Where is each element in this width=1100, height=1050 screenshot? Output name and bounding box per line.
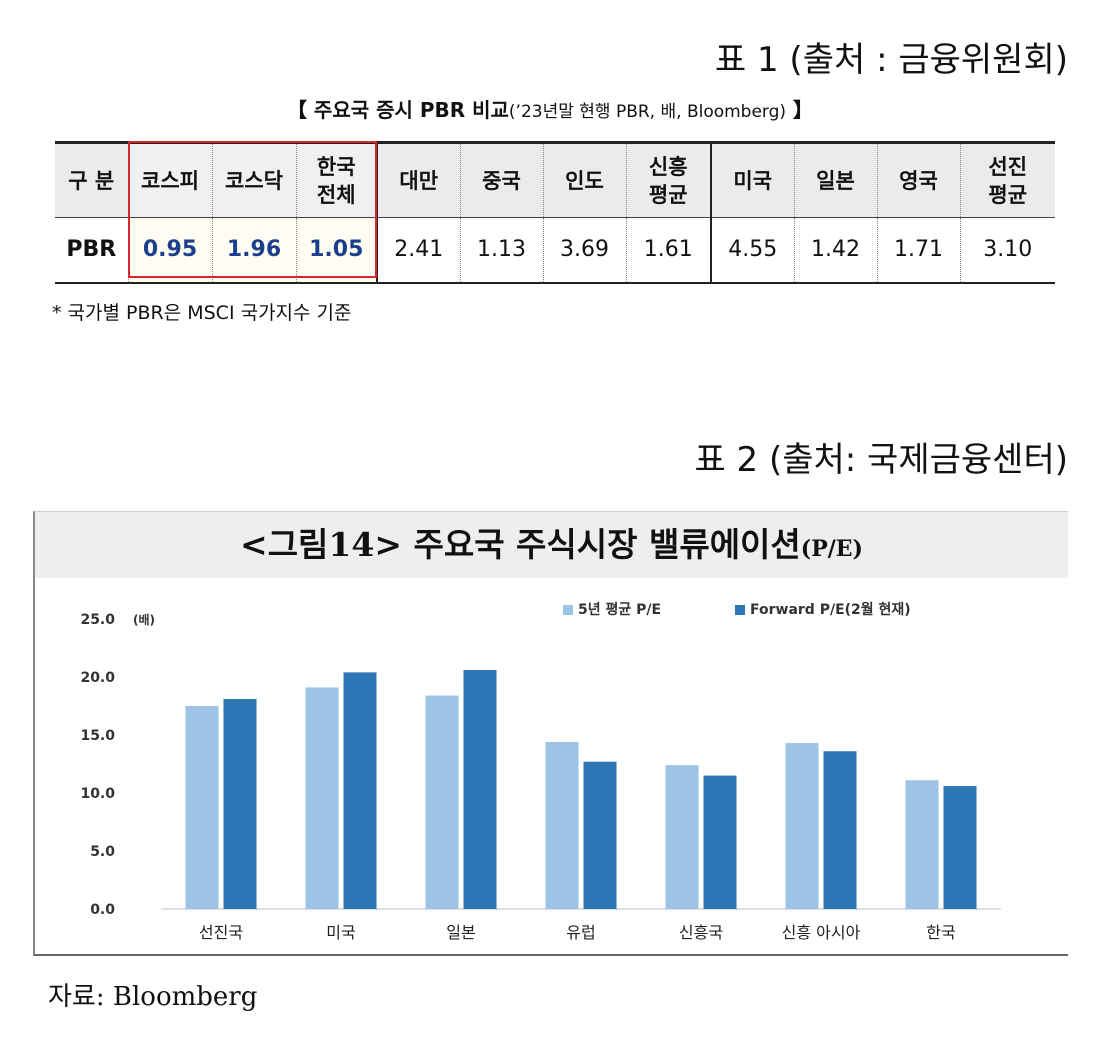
table1-caption-end: 】 [786,98,814,122]
legend-swatch [563,605,573,615]
bar [463,670,497,909]
column-header: 코스피 [127,141,212,218]
bar [343,672,377,909]
x-category-label: 한국 [926,923,955,942]
column-header: 일본 [793,141,877,218]
column-header: 한국 전체 [295,141,377,218]
x-category-label: 일본 [446,923,475,942]
pbr-comparison-table: 구 분 코스피 코스닥 한국 전체 대만 중국 인도 신흥 평균 미국 일본 영… [55,141,1055,284]
y-unit-label: (배) [133,612,155,627]
bar [785,743,819,909]
table-cell: 2.41 [376,217,460,284]
table-cell: 1.71 [876,217,960,284]
x-category-label: 신흥국 [679,923,723,942]
column-header: 대만 [376,141,460,218]
y-tick-label: 15.0 [80,728,115,744]
table1-caption: 【 주요국 증시 PBR 비교(’23년말 현행 PBR, 배, Bloombe… [0,94,1100,123]
column-header: 신흥 평균 [625,141,711,218]
column-header: 중국 [459,141,543,218]
bar [583,761,617,909]
pe-bar-chart: 0.0 5.0 10.0 15.0 20.0 25.0 (배) 선진국 미국 일본 유럽 신흥국 신흥 … [80,601,1001,942]
chart-title-main: <그림14> 주요국 주식시장 밸류에이션 [240,525,801,564]
table-row: PBR 0.95 1.96 1.05 2.41 1.13 3.69 1.61 4… [55,217,1055,284]
header-label: 구 분 [55,141,128,218]
chart-title-band [35,512,1068,578]
table-cell: 1.13 [459,217,543,284]
x-category-label: 유럽 [566,923,595,942]
bar [943,786,977,909]
legend-swatch [735,605,745,615]
chart-data-source: 자료: Bloomberg [48,982,258,1012]
y-tick-label: 5.0 [90,844,115,860]
bar [905,780,939,909]
y-tick-label: 25.0 [80,612,115,628]
table-cell: 1.61 [625,217,711,284]
y-tick-label: 10.0 [80,786,115,802]
row-label: PBR [55,217,128,284]
table-cell: 0.95 [127,217,212,284]
column-header: 인도 [542,141,626,218]
table-cell: 4.55 [710,217,794,284]
table-header-row: 구 분 코스피 코스닥 한국 전체 대만 중국 인도 신흥 평균 미국 일본 영… [55,141,1055,218]
table-cell: 1.05 [295,217,377,284]
bar [665,765,699,909]
chart-title-suffix: (P/E) [800,536,863,562]
bar [425,695,459,909]
x-category-label: 미국 [326,923,355,942]
column-header: 선진 평균 [959,141,1055,218]
column-header: 영국 [876,141,960,218]
bar [545,741,579,909]
chart-title: <그림14> 주요국 주식시장 밸류에이션(P/E) [35,512,1068,578]
pe-chart-frame: <그림14> 주요국 주식시장 밸류에이션(P/E) 0.0 5.0 10.0 15.… [33,511,1068,956]
bar [223,699,257,909]
column-header: 코스닥 [211,141,296,218]
y-tick-label: 0.0 [90,902,115,918]
bar [305,687,339,909]
bar [823,751,857,909]
column-header: 미국 [710,141,794,218]
table-cell: 1.96 [211,217,296,284]
table-cell: 3.69 [542,217,626,284]
table1-source-title: 표 1 (출처 : 금융위원회) [714,40,1068,80]
y-tick-label: 20.0 [80,670,115,686]
korea-highlight-box [128,141,377,278]
bar [185,706,219,909]
table2-source-title: 표 2 (출처: 국제금융센터) [694,440,1068,480]
table1-caption-sub: (’23년말 현행 PBR, 배, Bloomberg) [508,102,787,122]
bar [703,775,737,909]
x-category-label: 신흥 아시아 [782,923,861,942]
x-category-label: 선진국 [199,923,243,942]
table-cell: 1.42 [793,217,877,284]
legend-label: Forward P/E(2월 현재) [750,601,911,618]
legend-label: 5년 평균 P/E [578,601,661,618]
table1-footnote: * 국가별 PBR은 MSCI 국가지수 기준 [52,302,352,324]
table-cell: 3.10 [959,217,1055,284]
table1-caption-main: 【 주요국 증시 PBR 비교 [286,98,509,122]
